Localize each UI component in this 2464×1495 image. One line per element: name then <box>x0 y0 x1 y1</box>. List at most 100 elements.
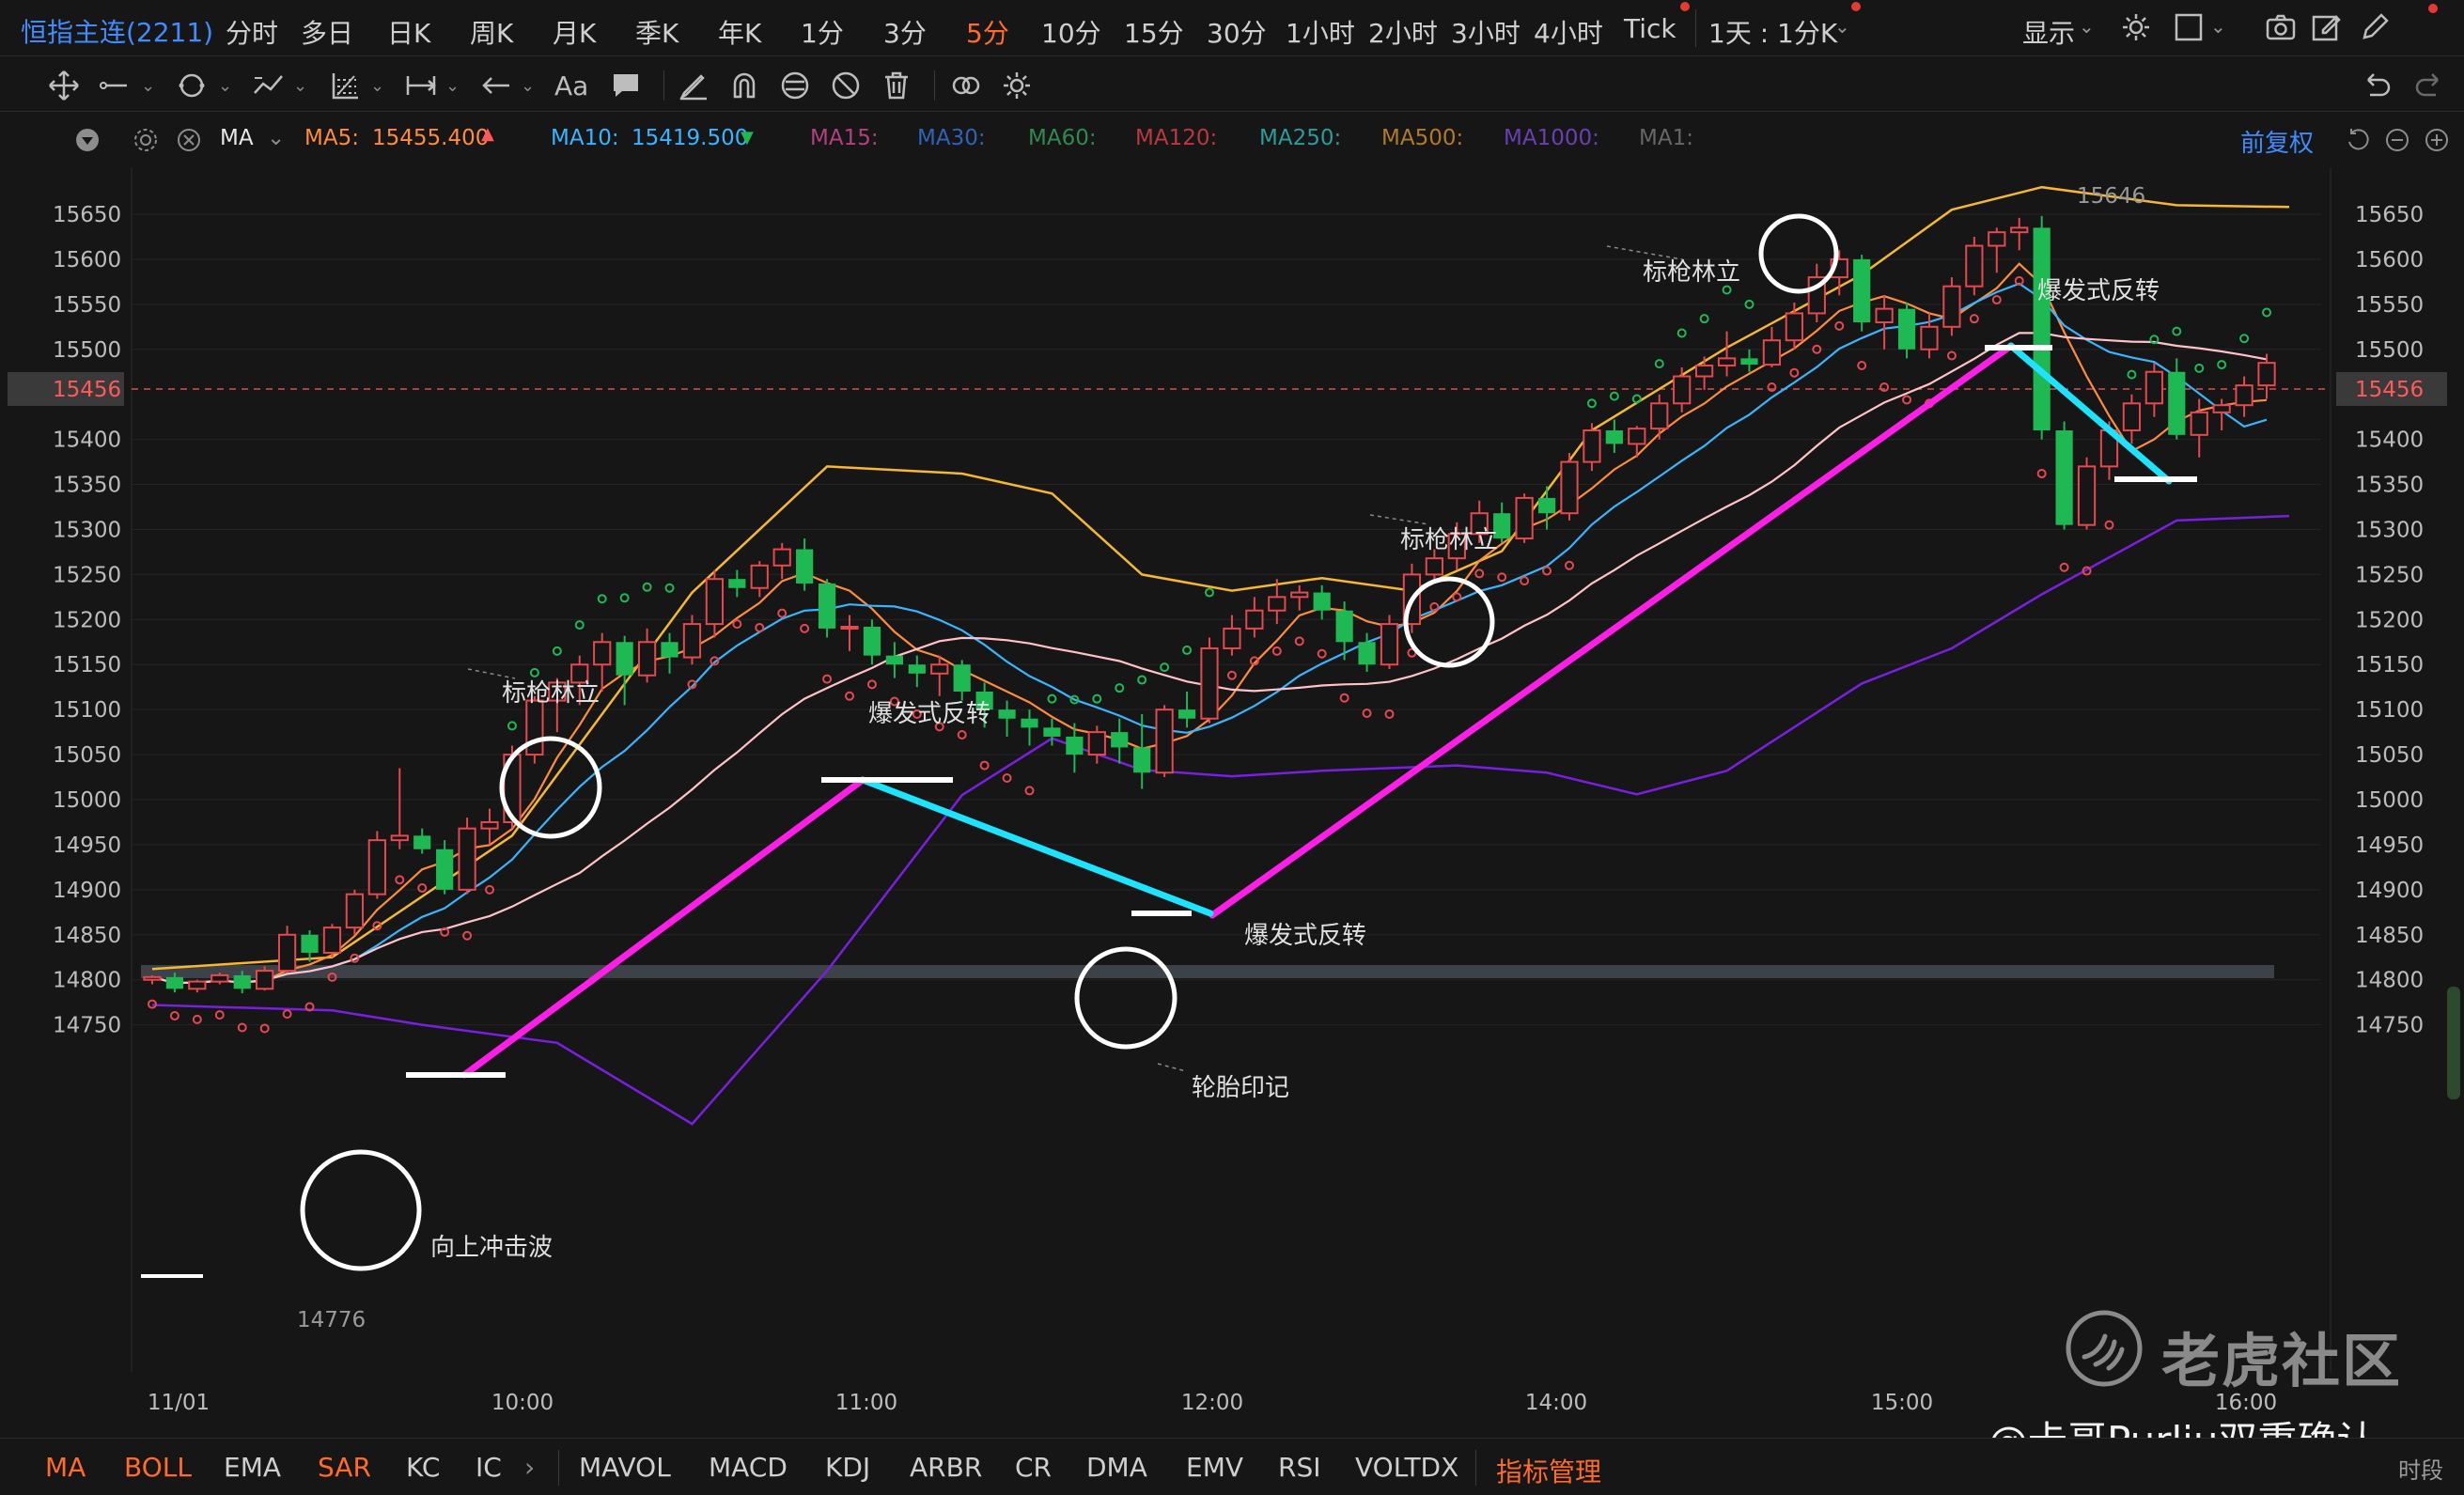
ind-mavol[interactable]: MAVOL <box>579 1452 671 1483</box>
candle-body-up <box>1560 460 1579 515</box>
sar-dot <box>1092 693 1102 704</box>
text-tool-icon[interactable]: Aa <box>554 70 589 101</box>
shape-tools-icon[interactable] <box>175 69 209 102</box>
period-fenshi[interactable]: 分时 <box>226 18 279 49</box>
period-3h[interactable]: 3小时 <box>1451 18 1521 49</box>
price-adjust-button[interactable]: 前复权 <box>2240 130 2315 158</box>
edit-icon[interactable] <box>2310 11 2342 43</box>
zoom-in-icon[interactable] <box>2423 126 2451 154</box>
day-range-select[interactable]: 1天 : 1分K <box>1708 18 1838 49</box>
period-1min[interactable]: 1分 <box>801 18 844 49</box>
settings-icon[interactable] <box>132 126 160 154</box>
period-quarter[interactable]: 季K <box>635 18 679 49</box>
candle-body-up <box>211 973 229 983</box>
ind-ic[interactable]: IC <box>476 1452 502 1483</box>
zoom-out-icon[interactable] <box>2383 126 2411 154</box>
period-30min[interactable]: 30分 <box>1207 18 1267 49</box>
indicator-manage-button[interactable]: 指标管理 <box>1496 1456 1602 1487</box>
undo-icon[interactable] <box>2359 69 2393 102</box>
ind-voltdx[interactable]: VOLTDX <box>1355 1452 1459 1483</box>
ind-ma[interactable]: MA <box>45 1452 86 1483</box>
period-5min[interactable]: 5分 <box>966 18 1009 49</box>
chevron-down-icon[interactable]: ⌄ <box>445 76 460 96</box>
ind-kc[interactable]: KC <box>406 1452 441 1483</box>
chevron-down-icon[interactable]: ⌄ <box>141 76 156 96</box>
ind-rsi[interactable]: RSI <box>1278 1452 1321 1483</box>
y-tick-right: 14950 <box>2355 833 2424 858</box>
chevron-down-icon[interactable]: ⌄ <box>267 126 286 150</box>
period-tick[interactable]: Tick <box>1624 13 1676 44</box>
ind-cr[interactable]: CR <box>1015 1452 1053 1483</box>
period-year[interactable]: 年K <box>718 18 762 49</box>
candle-body-down <box>1066 736 1084 755</box>
scroll-handle[interactable] <box>2447 987 2460 1099</box>
chevron-down-icon[interactable]: ⌄ <box>2210 15 2226 38</box>
period-month[interactable]: 月K <box>553 18 597 49</box>
highlight-circle <box>1403 576 1495 668</box>
chevron-down-icon[interactable]: ⌄ <box>521 76 536 96</box>
ind-boll[interactable]: BOLL <box>124 1452 192 1483</box>
period-day[interactable]: 日K <box>387 18 431 49</box>
hide-icon[interactable] <box>829 69 863 102</box>
period-multiday[interactable]: 多日 <box>301 18 354 49</box>
period-1h[interactable]: 1小时 <box>1286 18 1355 49</box>
period-4h[interactable]: 4小时 <box>1534 18 1603 49</box>
reset-icon[interactable] <box>2344 126 2372 154</box>
chevron-right-icon[interactable]: › <box>524 1452 536 1483</box>
chevron-down-icon[interactable]: ⌄ <box>1834 15 1850 38</box>
trend-up-icon: ▲ <box>481 124 494 144</box>
camera-icon[interactable] <box>2265 11 2297 43</box>
arrow-tools-icon[interactable] <box>479 69 513 102</box>
trend-tools-icon[interactable] <box>252 69 286 102</box>
fib-tools-icon[interactable] <box>329 69 363 102</box>
ind-emv[interactable]: EMV <box>1186 1452 1244 1483</box>
magnet-icon[interactable] <box>727 69 761 102</box>
close-icon[interactable] <box>175 126 203 154</box>
chevron-down-icon[interactable]: ⌄ <box>370 76 385 96</box>
comment-tool-icon[interactable] <box>609 69 643 102</box>
lock-icon[interactable] <box>778 69 812 102</box>
period-10min[interactable]: 10分 <box>1041 18 1101 49</box>
chevron-down-icon[interactable]: ⌄ <box>293 76 308 96</box>
period-week[interactable]: 周K <box>470 18 514 49</box>
display-menu[interactable]: 显示 <box>2022 18 2076 49</box>
chevron-down-icon[interactable]: ⌄ <box>218 76 233 96</box>
move-cross-icon[interactable] <box>47 69 81 102</box>
ind-dma[interactable]: DMA <box>1086 1452 1147 1483</box>
square-icon[interactable] <box>2173 11 2205 43</box>
period-2h[interactable]: 2小时 <box>1368 18 1438 49</box>
x-tick: 14:00 <box>1525 1391 1587 1415</box>
time-segment-label[interactable]: 时段 <box>2398 1457 2443 1484</box>
ma10-value: 15419.500 <box>632 126 749 150</box>
ind-macd[interactable]: MACD <box>709 1452 788 1483</box>
indicator-name[interactable]: MA <box>220 126 254 150</box>
candle-body-up <box>1650 402 1669 430</box>
brush-icon[interactable] <box>677 69 710 102</box>
measure-tools-icon[interactable] <box>404 69 438 102</box>
chevron-down-icon[interactable]: ⌄ <box>2079 15 2095 38</box>
redo-icon[interactable] <box>2413 69 2447 102</box>
settings-icon[interactable] <box>2120 11 2152 43</box>
line-tools-icon[interactable] <box>98 69 132 102</box>
candle-body-up <box>1380 623 1399 666</box>
ind-kdj[interactable]: KDJ <box>825 1452 871 1483</box>
sar-dot <box>1294 636 1304 646</box>
draw-settings-icon[interactable] <box>1000 69 1034 102</box>
ma60-label: MA60: <box>1028 126 1097 150</box>
symbol-title[interactable]: 恒指主连(2211) <box>21 17 214 48</box>
trash-icon[interactable] <box>880 69 913 102</box>
ind-arbr[interactable]: ARBR <box>910 1452 983 1483</box>
y-tick-left: 15550 <box>53 293 121 318</box>
watermark-brand: 老虎社区 <box>2161 1327 2403 1395</box>
collapse-triangle-icon[interactable] <box>73 126 101 154</box>
period-15min[interactable]: 15分 <box>1124 18 1184 49</box>
sar-dot <box>2194 363 2205 373</box>
ind-ema[interactable]: EMA <box>224 1452 282 1483</box>
ind-sar[interactable]: SAR <box>318 1452 371 1483</box>
sar-dot <box>2104 520 2114 530</box>
pen-icon[interactable] <box>2359 11 2391 43</box>
period-3min[interactable]: 3分 <box>883 18 927 49</box>
link-icon[interactable] <box>949 69 983 102</box>
candle-body-up <box>277 933 297 973</box>
